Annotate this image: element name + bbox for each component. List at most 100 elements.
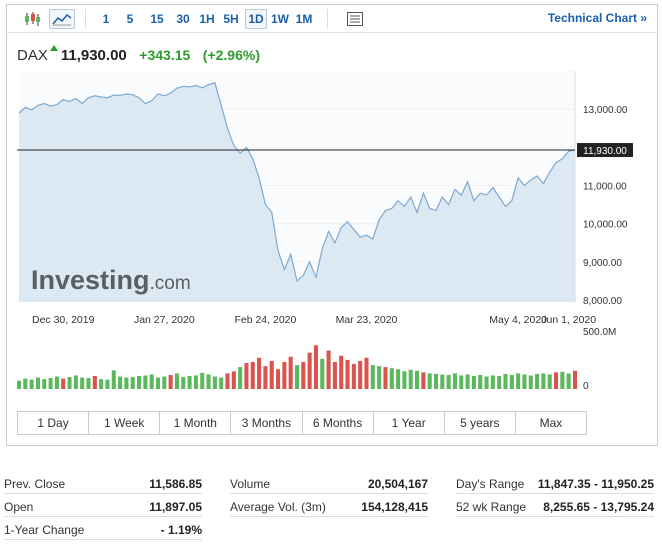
volume-bar xyxy=(440,374,445,389)
volume-bar xyxy=(415,370,420,389)
stat-label: Average Vol. (3m) xyxy=(230,499,326,514)
interval-1h[interactable]: 1H xyxy=(199,12,215,26)
stat-label: Open xyxy=(4,499,34,514)
stat-label: 1-Year Change xyxy=(4,522,85,537)
volume-bar xyxy=(541,373,546,389)
stat-value: 11,897.05 xyxy=(149,499,202,514)
chart-toolbar: 1 5 15 30 1H 5H 1D 1W 1M Technical Chart… xyxy=(7,5,657,33)
news-events-icon[interactable] xyxy=(343,9,367,29)
range-5-years[interactable]: 5 years xyxy=(445,412,516,434)
y-tick-label: 10,000.00 xyxy=(583,220,628,231)
stat-label: Prev. Close xyxy=(4,476,66,491)
volume-bar xyxy=(212,376,217,389)
volume-bar xyxy=(86,378,91,389)
volume-bar xyxy=(326,350,331,389)
volume-bar xyxy=(187,376,192,389)
volume-bar xyxy=(345,359,350,389)
stat-open: Open 11,897.05 xyxy=(4,497,202,517)
volume-bar xyxy=(61,378,66,389)
volume-bar xyxy=(421,372,426,389)
volume-bar xyxy=(130,377,135,389)
technical-chart-link[interactable]: Technical Chart » xyxy=(547,11,647,25)
x-tick-label: May 4, 2020 xyxy=(489,314,547,326)
stat-value: 11,847.35 - 11,950.25 xyxy=(537,476,654,491)
range-1-month[interactable]: 1 Month xyxy=(160,412,232,434)
interval-30[interactable]: 30 xyxy=(176,12,190,26)
range-1-day[interactable]: 1 Day xyxy=(18,412,90,434)
volume-bar xyxy=(572,370,578,389)
volume-bar xyxy=(231,371,236,389)
volume-bar xyxy=(225,373,230,389)
y-tick-label: 13,000.00 xyxy=(583,105,628,116)
x-tick-label: Dec 30, 2019 xyxy=(32,314,95,326)
area-chart-icon[interactable] xyxy=(49,9,75,29)
volume-bar xyxy=(332,361,337,389)
current-price-tag xyxy=(577,143,633,158)
stat-1-year-change: 1-Year Change - 1.19% xyxy=(4,520,202,540)
volume-bar xyxy=(67,377,72,389)
volume-bar xyxy=(263,366,268,389)
volume-bar xyxy=(137,376,142,389)
volume-bar xyxy=(516,373,521,389)
volume-bar xyxy=(408,369,413,389)
x-tick-label: Jun 1, 2020 xyxy=(541,314,596,326)
interval-5h[interactable]: 5H xyxy=(223,12,239,26)
volume-bar xyxy=(528,375,533,389)
volume-axis-label: 0 xyxy=(583,381,589,392)
volume-bar xyxy=(111,370,116,389)
range-3-months[interactable]: 3 Months xyxy=(231,412,303,434)
volume-bar xyxy=(143,375,148,389)
volume-bar xyxy=(465,374,470,389)
volume-bar xyxy=(99,379,104,389)
volume-bar xyxy=(427,373,432,389)
volume-bar xyxy=(370,365,375,389)
last-price: 11,930.00 xyxy=(60,47,127,64)
interval-1d[interactable]: 1D xyxy=(245,9,267,29)
interval-5[interactable]: 5 xyxy=(126,12,134,26)
candlestick-chart-icon[interactable] xyxy=(21,9,43,29)
x-tick-label: Feb 24, 2020 xyxy=(234,314,296,326)
y-tick-label: 9,000.00 xyxy=(583,258,622,269)
volume-bar xyxy=(459,375,464,389)
interval-1w[interactable]: 1W xyxy=(271,12,289,26)
volume-bar xyxy=(42,379,47,389)
range-1-week[interactable]: 1 Week xyxy=(89,412,161,434)
volume-bar xyxy=(29,379,34,389)
price-chart[interactable]: Investing.com 500.0M0 Dec 30, 2019 Jan 27… xyxy=(7,67,657,407)
volume-bar xyxy=(364,357,369,389)
range-1-year[interactable]: 1 Year xyxy=(374,412,445,434)
volume-bar xyxy=(162,376,167,389)
volume-bar xyxy=(35,377,40,389)
interval-1m[interactable]: 1M xyxy=(295,12,313,26)
range-6-months[interactable]: 6 Months xyxy=(303,412,374,434)
interval-15[interactable]: 15 xyxy=(150,12,164,26)
volume-bar xyxy=(250,361,255,389)
chart-panel: 1 5 15 30 1H 5H 1D 1W 1M Technical Chart… xyxy=(6,4,658,446)
time-range-bar: 1 Day 1 Week 1 Month 3 Months 6 Months 1… xyxy=(17,411,587,435)
volume-bar xyxy=(92,376,97,389)
range-max[interactable]: Max xyxy=(539,416,563,430)
interval-1[interactable]: 1 xyxy=(102,12,110,26)
stat-value: - 1.19% xyxy=(160,522,202,537)
stat-average-volume: Average Vol. (3m) 154,128,415 xyxy=(230,497,428,517)
stat-value: 154,128,415 xyxy=(361,499,428,514)
volume-bar xyxy=(276,369,281,389)
volume-bar xyxy=(560,371,565,389)
volume-bar xyxy=(566,373,571,389)
volume-bar xyxy=(105,379,110,389)
volume-bar xyxy=(554,372,559,389)
volume-bar xyxy=(478,374,483,389)
stat-days-range: Day's Range 11,847.35 - 11,950.25 xyxy=(456,474,654,494)
stat-label: 52 wk Range xyxy=(456,499,527,514)
x-tick-label: Mar 23, 2020 xyxy=(336,314,398,326)
volume-bar xyxy=(452,373,457,389)
volume-bar xyxy=(547,374,552,389)
volume-bar xyxy=(484,376,489,389)
volume-bar xyxy=(396,369,401,389)
volume-bar xyxy=(471,376,476,389)
volume-bar xyxy=(503,373,508,389)
stat-value: 8,255.65 - 13,795.24 xyxy=(543,499,654,514)
volume-bar xyxy=(168,374,173,389)
volume-bar xyxy=(389,368,394,389)
volume-bar xyxy=(174,373,179,389)
